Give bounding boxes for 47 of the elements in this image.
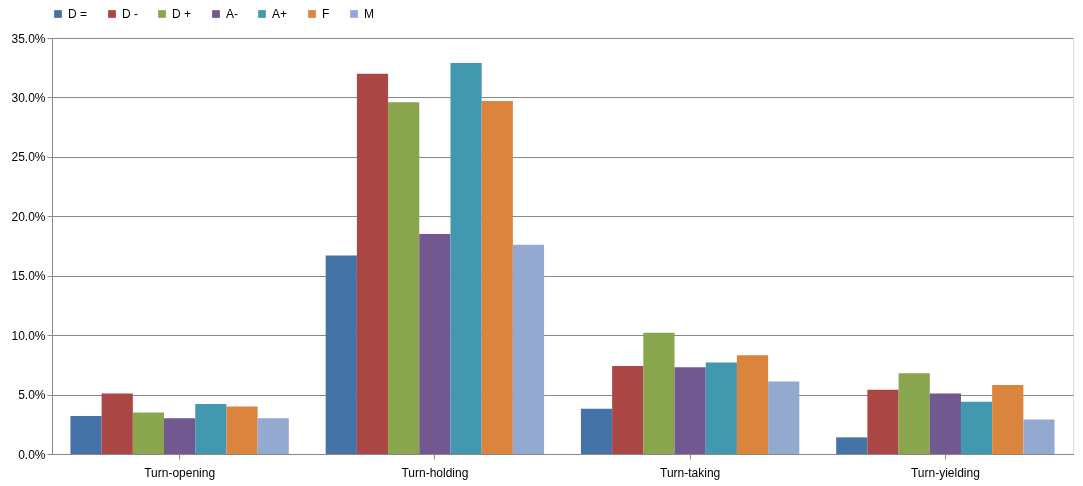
bar <box>132 412 165 454</box>
bar <box>674 367 706 454</box>
bar <box>736 355 769 454</box>
bar <box>992 385 1024 454</box>
bar <box>419 234 451 454</box>
bar <box>643 332 675 454</box>
bar <box>512 244 545 454</box>
legend-label: A- <box>226 7 238 21</box>
y-tick-label: 15.0% <box>11 269 46 284</box>
legend-label: D - <box>122 7 138 21</box>
bar <box>929 393 961 454</box>
legend-label: M <box>364 7 374 21</box>
legend-label: A+ <box>272 7 288 21</box>
y-tick-label: 25.0% <box>11 150 46 165</box>
bar <box>481 100 513 454</box>
y-tick-label: 20.0% <box>11 209 46 224</box>
bar <box>612 366 644 454</box>
bar <box>768 381 800 454</box>
y-tick-label: 5.0% <box>18 388 46 403</box>
bar <box>898 373 930 454</box>
bar <box>450 62 482 454</box>
legend-label: D = <box>68 7 88 21</box>
legend-label: D + <box>172 7 192 21</box>
y-tick-label: 0.0% <box>18 447 46 462</box>
y-tick-label: 10.0% <box>11 328 46 343</box>
bar <box>325 255 357 454</box>
bar <box>257 418 289 454</box>
bar <box>101 393 133 454</box>
bar <box>705 362 737 454</box>
x-tick-label: Turn-opening <box>144 465 216 480</box>
bar <box>388 102 420 454</box>
legend-label: F <box>322 7 330 21</box>
bar <box>195 404 227 454</box>
bar <box>164 418 196 454</box>
y-tick-label: 30.0% <box>11 90 46 105</box>
bar <box>356 73 389 454</box>
bar <box>1023 419 1055 454</box>
x-tick-label: Turn-holding <box>401 465 469 480</box>
bar <box>70 415 102 454</box>
y-tick-label: 35.0% <box>11 31 46 46</box>
bar <box>580 408 613 454</box>
x-tick-label: Turn-yielding <box>910 465 980 480</box>
bar <box>960 401 993 454</box>
x-tick-label: Turn-taking <box>660 465 721 480</box>
bar <box>867 389 899 454</box>
bar <box>226 406 258 454</box>
bar <box>836 437 868 454</box>
